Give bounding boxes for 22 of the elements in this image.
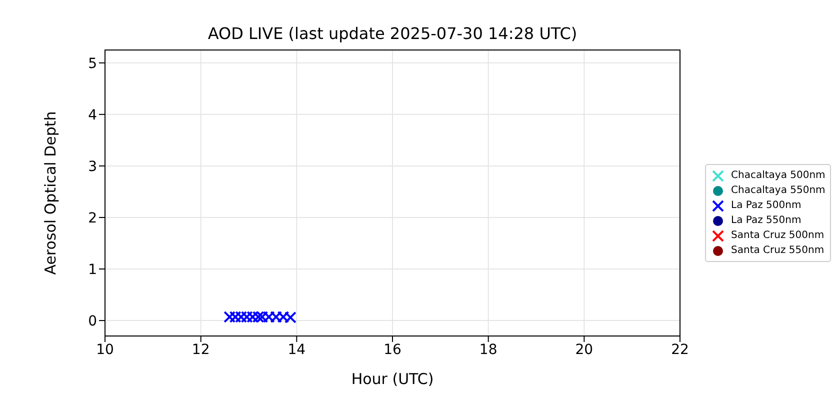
legend-label: Santa Cruz 500nm	[731, 230, 824, 241]
y-tick-label: 3	[88, 158, 97, 175]
x-tick-label: 20	[575, 342, 594, 358]
legend-label: Chacaltaya 500nm	[731, 170, 826, 181]
y-tick-label: 4	[88, 107, 98, 124]
x-tick-label: 14	[288, 342, 306, 358]
x-tick-label: 10	[96, 342, 114, 358]
x-tick-label: 16	[384, 342, 402, 358]
y-axis-title: Aerosol Optical Depth	[41, 111, 60, 275]
x-tick-label: 22	[671, 342, 689, 358]
x-axis-title: Hour (UTC)	[351, 370, 434, 388]
chart-title: AOD LIVE (last update 2025-07-30 14:28 UTC)	[206, 24, 578, 43]
y-tick-label: 2	[88, 210, 97, 226]
y-tick-label: 0	[88, 314, 97, 330]
legend-label: Chacaltaya 550nm	[731, 185, 826, 196]
x-tick-label: 18	[479, 342, 498, 358]
legend-label: La Paz 550nm	[731, 215, 802, 226]
x-tick-label: 12	[192, 342, 210, 358]
y-tick-label: 1	[88, 262, 97, 278]
legend-label: Santa Cruz 550nm	[731, 245, 824, 256]
y-tick-label: 5	[88, 56, 97, 72]
legend-label: La Paz 500nm	[731, 200, 802, 211]
